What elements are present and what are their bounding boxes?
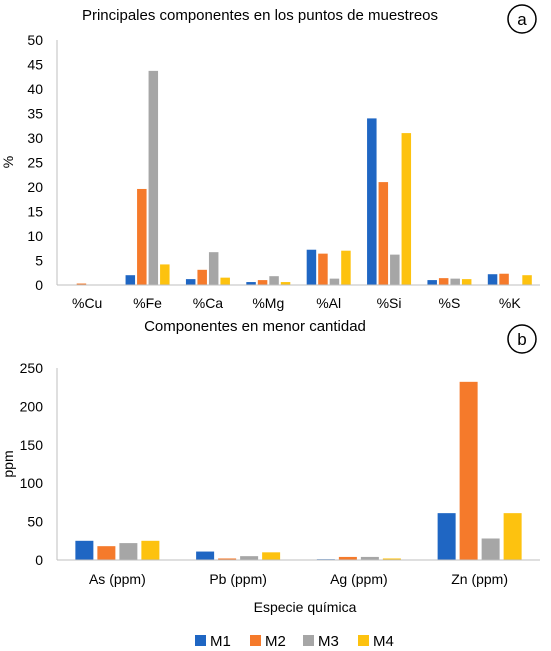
chart-a-category-label: %Cu xyxy=(72,295,102,311)
chart-b-categories: As (ppm) Pb (ppm) Ag (ppm) Zn (ppm) xyxy=(89,571,508,587)
chart-b-badge-label: b xyxy=(517,330,526,349)
chart-a-bar-m2 xyxy=(499,273,509,285)
chart-b-ylabel: ppm xyxy=(0,450,16,477)
chart-b-bar-m3 xyxy=(240,556,259,560)
chart-b-y-tick-label: 250 xyxy=(20,360,44,376)
chart-a-bar-m3 xyxy=(208,252,219,285)
chart-a-category-label: %Mg xyxy=(252,295,284,311)
chart-a-category-label: %Si xyxy=(377,295,402,311)
chart-a-bar-m1 xyxy=(246,282,256,285)
chart-a-bar-m2 xyxy=(197,269,207,285)
chart-a-bar-m2 xyxy=(137,188,147,285)
chart-a-category-label: %Al xyxy=(316,295,341,311)
chart-b-bar-m3 xyxy=(481,538,500,560)
chart-a-badge-label: a xyxy=(517,10,527,29)
chart-b-title: Componentes en menor cantidad xyxy=(144,318,366,335)
chart-a-bar-m2 xyxy=(378,182,389,285)
chart-a-bar-m1 xyxy=(487,274,498,285)
chart-a-y-tick-label: 0 xyxy=(35,277,43,293)
chart-b-bar-m2 xyxy=(218,558,237,560)
legend-swatch-m3 xyxy=(303,635,314,646)
chart-a-title: Principales componentes en los puntos de… xyxy=(82,7,438,24)
chart-a-bar-m1 xyxy=(427,280,437,285)
chart-a-bar-m4 xyxy=(461,279,472,285)
legend-swatch-m1 xyxy=(195,635,206,646)
chart-a-y-tick-label: 25 xyxy=(27,155,43,171)
chart-b-bar-m3 xyxy=(360,556,379,560)
chart-a-bar-m4 xyxy=(401,133,412,285)
chart-a-bar-m1 xyxy=(125,275,136,285)
chart-a-category-label: %Ca xyxy=(193,295,224,311)
chart-b-category-label: Ag (ppm) xyxy=(330,571,388,587)
chart-a-bar-m4 xyxy=(220,277,230,285)
chart-a-bar-m4 xyxy=(341,250,351,285)
chart-a-ylabel: % xyxy=(0,156,16,168)
chart-b-bar-m4 xyxy=(503,513,522,560)
chart-a-bar-m1 xyxy=(367,118,377,286)
chart-b-category-label: As (ppm) xyxy=(89,571,146,587)
chart-b-y-tick-label: 200 xyxy=(20,398,44,414)
chart-a-badge: a xyxy=(507,4,537,34)
chart-a-bar-m2 xyxy=(257,280,268,285)
chart-a-bar-m2 xyxy=(76,283,87,285)
chart-a-bar-m3 xyxy=(329,278,340,285)
chart-b-bar-m4 xyxy=(382,558,401,560)
chart-b-bar-m1 xyxy=(196,551,215,560)
chart-a-y-tick-label: 45 xyxy=(27,57,43,73)
chart-a-bar-m2 xyxy=(438,278,449,285)
chart-b-y-tick-label: 100 xyxy=(20,475,44,491)
chart-a-y-ticks: 0 5 10 15 20 25 30 35 40 45 50 xyxy=(27,32,43,293)
chart-b-category-label: Zn (ppm) xyxy=(451,571,508,587)
chart-b-bars xyxy=(75,381,522,560)
chart-a-y-tick-label: 5 xyxy=(35,253,43,269)
legend: M1 M2 M3 M4 xyxy=(195,633,394,650)
chart-b-bar-m2 xyxy=(459,381,478,560)
chart-a-y-tick-label: 30 xyxy=(27,130,43,146)
chart-a-bar-m3 xyxy=(390,254,400,285)
chart-b-y-tick-label: 50 xyxy=(27,514,43,530)
chart-b-y-tick-label: 0 xyxy=(35,552,43,568)
legend-swatch-m4 xyxy=(358,635,369,646)
chart-a-y-tick-label: 40 xyxy=(27,81,43,97)
chart-a-category-label: %S xyxy=(439,295,461,311)
chart-a-bar-m4 xyxy=(280,282,291,285)
chart-a-bars xyxy=(76,70,532,286)
chart-b-y-ticks: 0 50 100 150 200 250 xyxy=(20,360,44,568)
chart-a-y-tick-label: 10 xyxy=(27,228,43,244)
chart-a-bar-m3 xyxy=(148,70,159,286)
chart-b-xlabel: Especie química xyxy=(254,599,357,615)
chart-a-y-tick-label: 35 xyxy=(27,106,43,122)
chart-a-category-label: %Fe xyxy=(133,295,162,311)
chart-a-y-tick-label: 20 xyxy=(27,179,43,195)
chart-b-bar-m2 xyxy=(97,546,116,560)
chart-b-bar-m1 xyxy=(437,513,456,560)
chart-a: Principales componentes en los puntos de… xyxy=(0,4,540,311)
chart-b-badge: b xyxy=(507,324,537,354)
legend-label-m3: M3 xyxy=(318,633,339,650)
legend-swatch-m2 xyxy=(250,635,261,646)
legend-label-m1: M1 xyxy=(210,633,231,650)
chart-a-y-tick-label: 50 xyxy=(27,32,43,48)
chart-a-bar-m1 xyxy=(306,249,317,285)
chart-a-bar-m1 xyxy=(185,279,196,285)
chart-b-category-label: Pb (ppm) xyxy=(209,571,267,587)
chart-a-bar-m3 xyxy=(269,276,279,285)
chart-a-bar-m3 xyxy=(450,278,460,285)
chart-b-bar-m2 xyxy=(338,556,357,560)
chart-b-bar-m4 xyxy=(262,552,281,560)
chart-a-category-label: %K xyxy=(499,295,521,311)
chart-b-bar-m4 xyxy=(141,540,160,560)
chart-a-bar-m4 xyxy=(160,264,170,285)
chart-b-bar-m1 xyxy=(75,540,94,560)
chart-a-y-tick-label: 15 xyxy=(27,204,43,220)
legend-label-m2: M2 xyxy=(265,633,286,650)
chart-b: Componentes en menor cantidad b ppm 0 50 1… xyxy=(0,318,540,615)
legend-label-m4: M4 xyxy=(373,633,394,650)
chart-a-categories: %Cu %Fe %Ca %Mg %Al %Si %S %K xyxy=(72,295,521,311)
chart-a-bar-m4 xyxy=(522,275,532,285)
chart-b-bar-m3 xyxy=(119,543,138,560)
chart-a-bar-m2 xyxy=(318,253,328,285)
chart-b-y-tick-label: 150 xyxy=(20,437,44,453)
